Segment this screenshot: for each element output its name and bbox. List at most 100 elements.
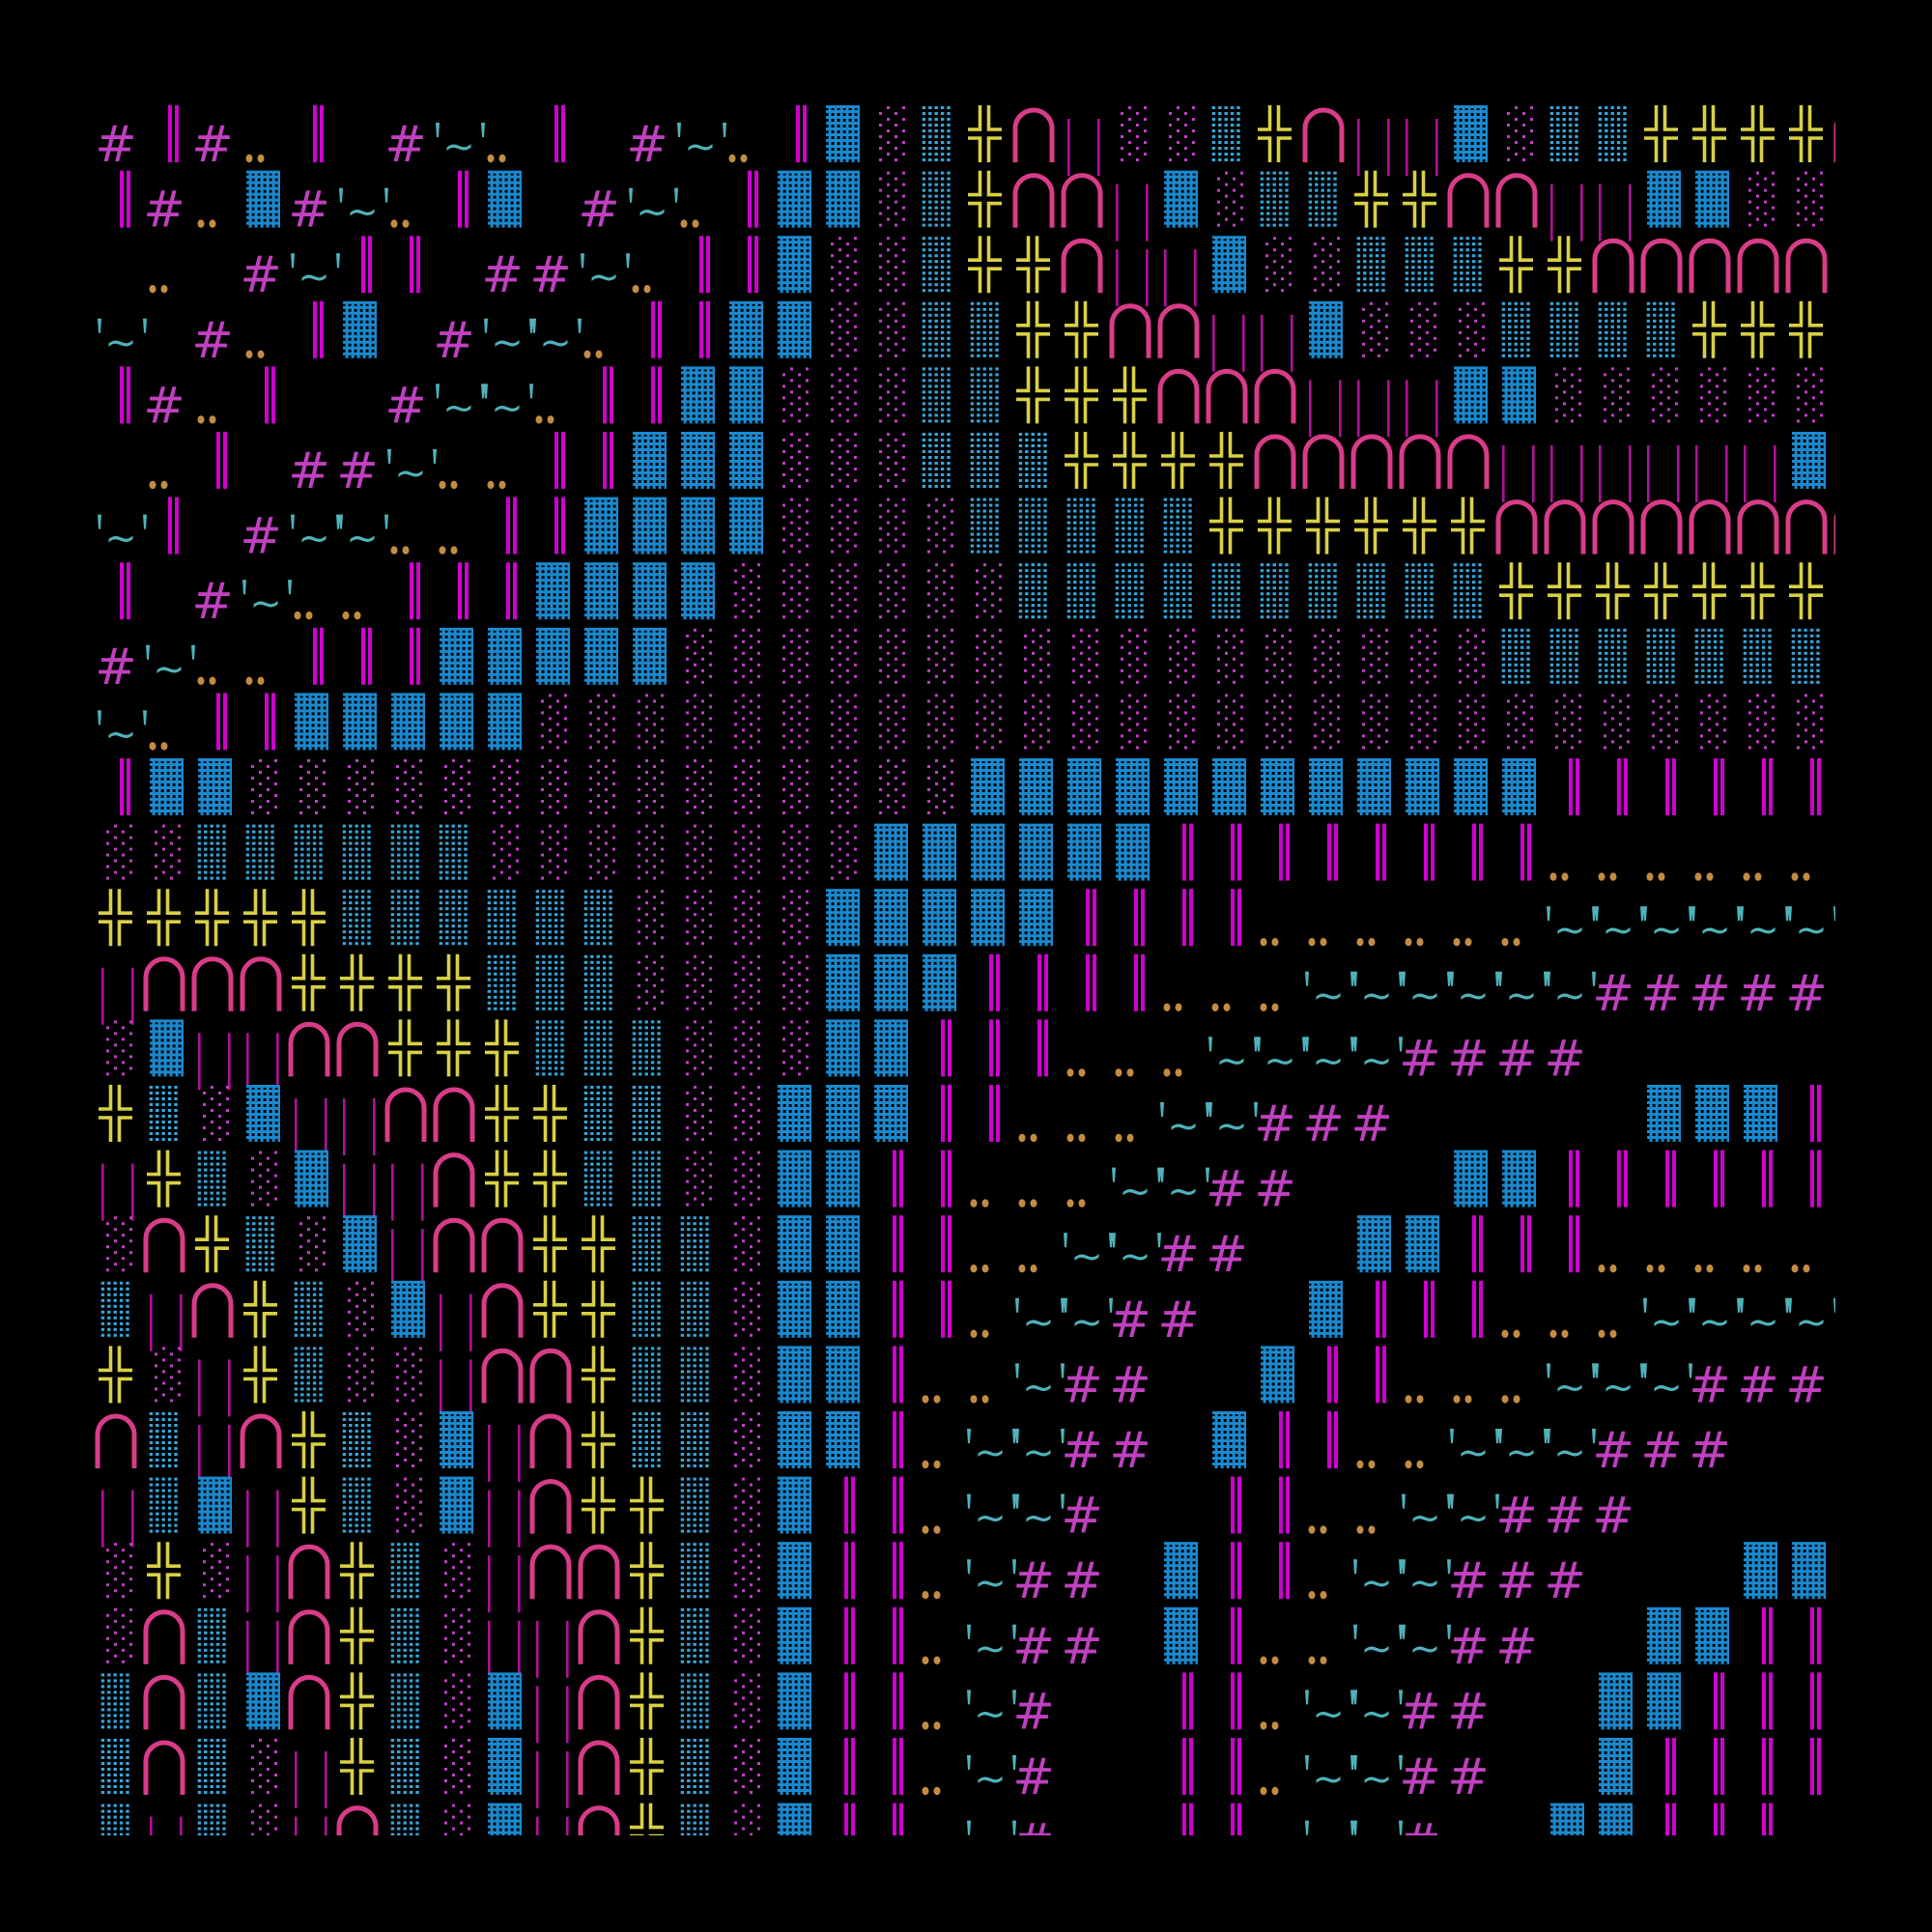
apostrophe-mark [1206, 1167, 1209, 1182]
glyph-double-bar [941, 1215, 952, 1273]
cross-upper-left [1403, 497, 1417, 524]
glyph-double-bar [1810, 1672, 1821, 1730]
dot-pattern [729, 1738, 761, 1795]
cross-lower-left [1258, 527, 1272, 554]
glyph-solid-blue-block [150, 758, 184, 815]
cross-lower-right [503, 1180, 519, 1208]
glyph-solid-blue-block [874, 1019, 908, 1077]
glyph-thin-double-line [488, 1555, 521, 1613]
thin-line-left [1212, 314, 1215, 372]
dot-left [922, 1525, 929, 1534]
glyph-double-bar [120, 170, 130, 228]
dot-right [1175, 1068, 1182, 1077]
dot-pattern [1744, 366, 1776, 424]
dot-pattern [1502, 105, 1534, 162]
glyph-magenta-dot-block [1212, 170, 1244, 228]
glyph-row: ~ # # ~ ~ # # [101, 1606, 1821, 1678]
dot-pattern [198, 1542, 230, 1600]
thin-line-right [421, 1229, 424, 1287]
glyph-magenta-dot-block [971, 693, 1003, 751]
cross-lower-left [630, 1769, 644, 1795]
cross-upper-left [1741, 562, 1755, 589]
glyph-thin-double-line [1357, 380, 1390, 438]
glyph-double-bar [1714, 1738, 1724, 1795]
dot-right [933, 1460, 941, 1469]
dot-left [535, 415, 543, 424]
cross-upper-right [1807, 105, 1823, 131]
thin-line-right [1387, 380, 1390, 438]
glyph-solid-blue-block [778, 1085, 811, 1142]
glyph-cyan-dot-block [389, 1606, 421, 1664]
glyph-double-cross [1209, 497, 1243, 554]
block-holes [1357, 761, 1391, 815]
dot-pattern [729, 1803, 761, 1835]
apostrophe-mark [1495, 971, 1499, 986]
apostrophe-mark [1447, 1559, 1451, 1575]
glyph-quote-tilde: ~ [1547, 1363, 1596, 1409]
glyph-thin-double-line [1406, 119, 1438, 176]
dot-pattern [1164, 105, 1196, 162]
glyph-solid-blue-block [198, 758, 232, 815]
glyph-quote-tilde: ~ [1353, 971, 1403, 1018]
bar-left [941, 1150, 945, 1208]
tilde-char: ~ [1312, 974, 1345, 1018]
glyph-quote-tilde: ~ [1208, 1037, 1258, 1083]
glyph-magenta-dot-block [874, 627, 906, 685]
arch-shape [1109, 303, 1151, 358]
block-holes [826, 1283, 860, 1338]
block-holes [391, 696, 425, 751]
glyph-solid-blue-block [391, 693, 425, 751]
cross-upper-left [1548, 562, 1562, 589]
glyph-hash: # [1592, 1488, 1634, 1546]
glyph-double-cross [437, 1019, 470, 1077]
cross-lower-left [1644, 136, 1659, 162]
dot-left [1598, 1329, 1605, 1338]
dot-pattern [1404, 236, 1435, 294]
glyph-double-cross [1741, 105, 1775, 162]
glyph-cyan-dot-block [679, 1476, 711, 1534]
glyph-two-dots [1308, 1525, 1327, 1534]
apostrophe-mark [1350, 1690, 1354, 1705]
glyph-hash: # [1109, 1292, 1151, 1350]
block-holes [536, 630, 570, 685]
thin-line-right [1629, 445, 1632, 502]
glyph-arch [288, 1609, 330, 1664]
block-holes [343, 696, 377, 751]
dot-right [1030, 1264, 1037, 1273]
cross-lower-right [552, 1312, 567, 1338]
glyph-thin-double-line [1116, 249, 1149, 307]
bar-left [1472, 1215, 1476, 1273]
cross-lower-right [648, 1703, 664, 1730]
glyph-cyan-dot-block [631, 1085, 663, 1142]
glyph-quote-tilde: ~ [1595, 1363, 1644, 1409]
bar-right [996, 1085, 1000, 1142]
dot-left [1501, 938, 1509, 947]
hash-char: # [1689, 1356, 1731, 1414]
dot-right [498, 480, 506, 490]
dot-pattern [681, 889, 713, 947]
glyph-solid-blue-block [440, 1476, 473, 1534]
dot-pattern [1114, 562, 1146, 620]
apostrophe-mark [1353, 1820, 1357, 1835]
tilde-char: ~ [491, 321, 524, 365]
apostrophe-mark [1109, 1297, 1113, 1313]
glyph-double-cross [485, 1019, 519, 1077]
glyph-double-bar [1665, 1738, 1676, 1795]
hash-char: # [95, 116, 137, 174]
cross-upper-right [1276, 497, 1292, 524]
apostrophe-mark [1450, 1493, 1454, 1509]
thin-line-left [1164, 249, 1167, 307]
dot-left [1549, 1329, 1557, 1338]
block-holes [778, 1479, 811, 1534]
glyph-solid-blue-block [246, 1672, 280, 1730]
dot-right [257, 154, 265, 163]
dot-pattern [633, 823, 665, 881]
glyph-two-dots [1791, 872, 1810, 881]
dot-right [1706, 872, 1714, 881]
glyph-solid-blue-block [826, 1085, 860, 1142]
dot-right [1513, 938, 1520, 947]
glyph-thin-double-line [391, 1229, 424, 1287]
dot-pattern [1164, 693, 1196, 751]
glyph-quote-tilde: ~ [532, 318, 582, 365]
dot-left [1066, 1133, 1074, 1143]
